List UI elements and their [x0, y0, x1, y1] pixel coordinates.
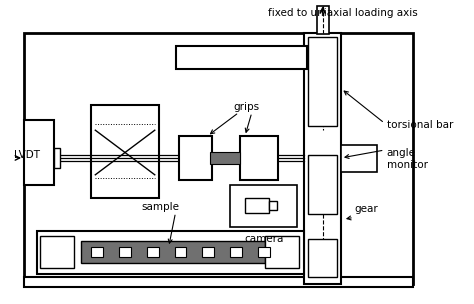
Bar: [24, 120, 54, 185]
Bar: [24, 33, 413, 284]
Text: fixed to uniaxial loading axis: fixed to uniaxial loading axis: [268, 8, 418, 18]
Bar: [147, 247, 159, 257]
Bar: [258, 247, 270, 257]
Text: angle
monitor: angle monitor: [387, 148, 428, 170]
Bar: [265, 236, 300, 268]
Bar: [240, 136, 278, 180]
Bar: [304, 33, 341, 284]
Bar: [54, 148, 60, 168]
Bar: [91, 105, 159, 198]
Bar: [341, 145, 377, 172]
Bar: [309, 37, 337, 126]
Bar: [179, 136, 212, 180]
Bar: [317, 6, 329, 34]
Bar: [174, 247, 186, 257]
Bar: [230, 247, 242, 257]
Bar: [40, 236, 74, 268]
Bar: [269, 201, 277, 210]
Bar: [91, 247, 103, 257]
Text: torsional bar: torsional bar: [387, 120, 453, 130]
Bar: [230, 185, 298, 227]
Bar: [82, 241, 265, 263]
Text: sample: sample: [142, 202, 180, 212]
Text: camera: camera: [244, 234, 283, 244]
Bar: [245, 198, 269, 213]
Bar: [37, 231, 304, 274]
Bar: [202, 247, 214, 257]
Text: gear: gear: [354, 205, 378, 214]
Bar: [309, 155, 337, 214]
Text: LVDT: LVDT: [14, 150, 40, 160]
Text: grips: grips: [234, 102, 260, 112]
Bar: [119, 247, 131, 257]
Bar: [309, 239, 337, 277]
Bar: [210, 152, 240, 164]
Bar: [24, 277, 413, 287]
Bar: [175, 46, 307, 69]
